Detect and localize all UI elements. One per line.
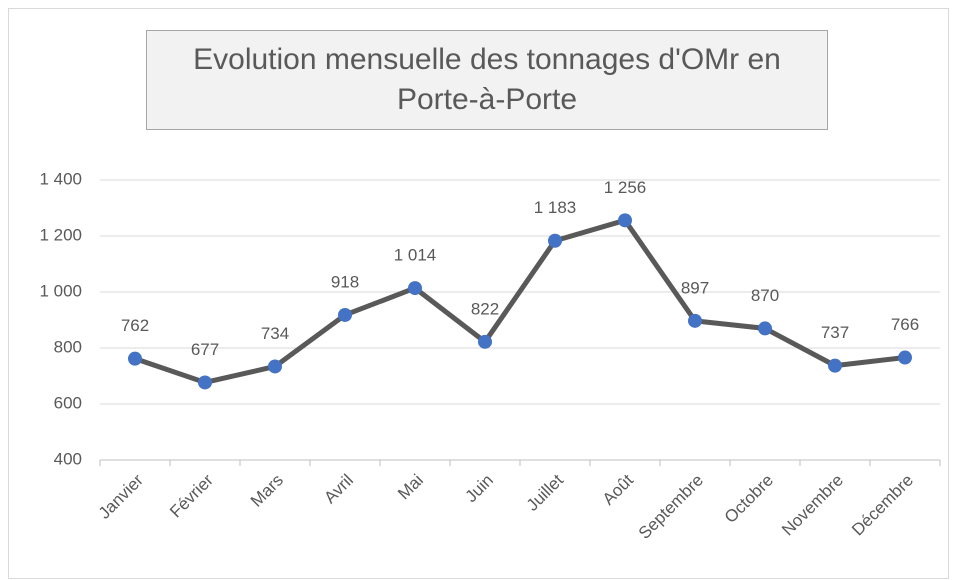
y-tick-label: 600 [54,393,82,412]
marker [898,350,912,365]
data-label: 737 [821,323,849,342]
data-label: 870 [751,286,779,305]
marker [198,375,212,390]
line [134,217,906,385]
marker [828,358,842,373]
marker [478,334,492,349]
data-label: 766 [891,315,919,334]
data-label: 762 [121,316,149,335]
y-tick-label: 800 [54,337,82,356]
marker [758,321,772,336]
data-label: 1 183 [534,198,577,217]
data-label: 1 256 [604,178,647,197]
marker [618,213,632,228]
marker [268,359,282,374]
y-tick-label: 1 400 [39,169,82,188]
marker [688,313,702,328]
y-tick-label: 1 200 [39,225,82,244]
data-label: 677 [191,340,219,359]
data-label: 822 [471,299,499,318]
data-label: 918 [331,272,359,291]
data-label: 897 [681,278,709,297]
y-tick-label: 1 000 [39,281,82,300]
data-label: 1 014 [394,246,437,265]
data-label: 734 [261,324,289,343]
marker [128,351,142,366]
y-tick-label: 400 [54,449,82,468]
marker [548,233,562,248]
marker [408,281,422,296]
marker [338,307,352,322]
chart-title: Evolution mensuelle des tonnages d'OMr e… [146,30,828,130]
